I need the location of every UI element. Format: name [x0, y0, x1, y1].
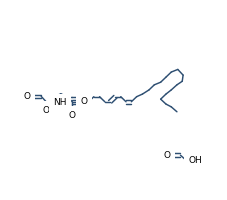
- Text: NH: NH: [53, 98, 67, 107]
- Text: O: O: [163, 151, 170, 160]
- Text: O: O: [24, 92, 30, 101]
- Text: OH: OH: [188, 156, 201, 165]
- Text: O: O: [69, 111, 76, 120]
- Text: O: O: [80, 97, 87, 106]
- Text: O: O: [42, 106, 49, 115]
